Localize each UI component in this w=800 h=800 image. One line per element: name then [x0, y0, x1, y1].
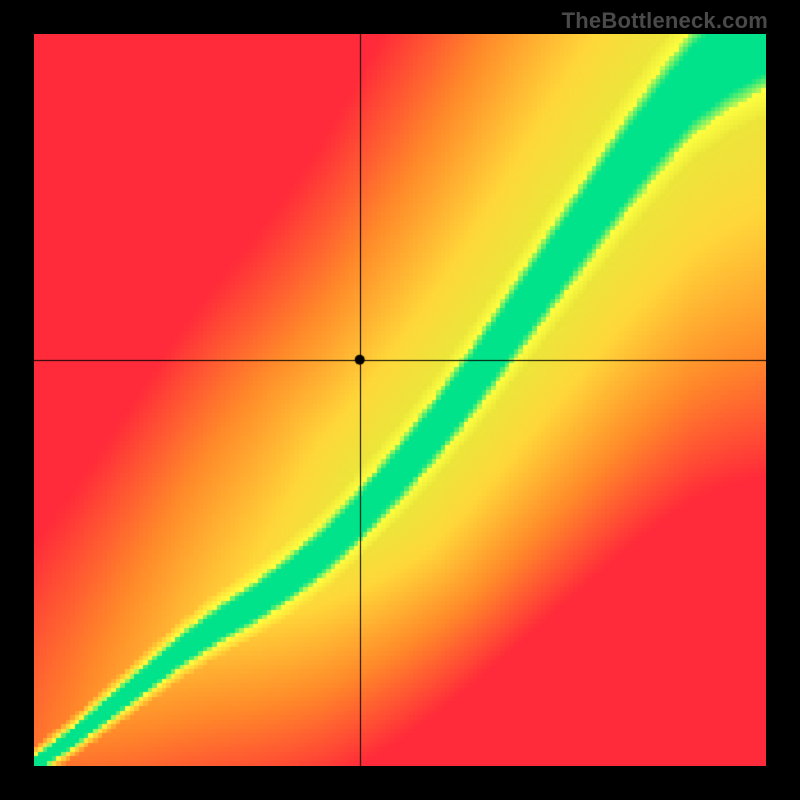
heatmap-canvas — [34, 34, 766, 766]
chart-container: TheBottleneck.com — [0, 0, 800, 800]
watermark-text: TheBottleneck.com — [562, 8, 768, 34]
